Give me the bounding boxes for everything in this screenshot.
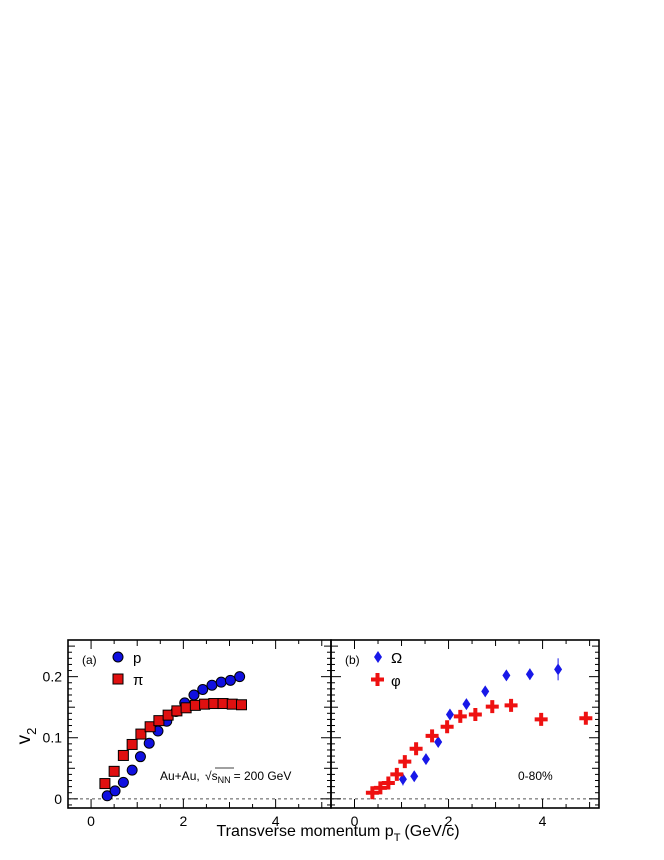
panel-a-series-proton-point [134,751,146,763]
panel-a-series-proton-point [188,689,200,701]
panel-a-series-proton-point [101,790,113,802]
panel-b-x-tick-label: 0 [351,813,359,829]
collision-system-label: Au+Au, √sNN = 200 GeV [160,769,291,785]
panel-b-series-omega-point [421,753,430,766]
legend-omega-marker [374,651,382,663]
panel-b-series-phi-point [504,698,518,712]
legend-pion-marker [112,673,124,685]
panel-b-series-omega-point [462,698,471,711]
panel-a-series-pion-point [99,778,111,790]
panel-b-label: (b) [345,653,360,667]
collision-energy: = 200 GeV [234,769,292,783]
panel-b-series-phi-point [425,729,439,743]
panel-b-series-phi-point [534,712,548,726]
panel-a-series-pion-point [235,699,247,711]
panel-a-series-proton-point [234,671,246,683]
panel-b-series-phi-point [453,709,467,723]
panel-a-proton-pion: (a) p π Au+Au, √sNN = 200 GeV 0 2 4 0 0.1 0.2 [43,639,332,829]
panel-a-series-pion-point [180,702,192,714]
y-axis-title-main: v [14,734,35,744]
panel-a-series-proton-point [126,764,138,776]
panel-a-series-proton-point [117,776,129,788]
y-axis-title-sub: 2 [24,728,39,735]
panel-b-series-omega-point [554,663,563,676]
panel-b-omega-phi: (b) Ω φ 0-80% 0 2 4 [330,639,600,829]
panel-a-label: (a) [82,653,97,667]
panel-a-series-proton-point [215,676,227,688]
panel-b-series-omega-point [502,669,511,682]
legend-phi-marker [371,673,384,686]
panel-a-series-pion-point [189,699,201,711]
panel-a-series-pion-point [208,698,220,710]
panel-b-x-tick-label: 4 [539,813,547,829]
panel-b-series-phi-point [365,786,379,800]
panel-b-series-phi-point [440,720,454,734]
panel-a-series-pion-point [126,738,138,750]
panel-b-series-phi-point [373,781,387,795]
panel-a-series-proton-point [224,674,236,686]
panel-a-series-pion-point [226,698,238,710]
panel-a-series-pion-point [135,728,147,740]
centrality-label: 0-80% [518,769,553,783]
panel-a-series-pion-point [217,698,229,710]
legend-pion-label: π [133,672,143,689]
panel-b-series-phi-point [381,776,395,790]
collision-system-name: Au+Au, [160,769,200,783]
legend-proton-label: p [133,650,141,667]
x-axis-title-sub: T [394,832,401,844]
panel-a-x-tick-label: 2 [179,813,187,829]
panel-b-series-phi-point [579,711,593,725]
panel-a-series-proton-point [197,683,209,695]
panel-a-y-tick-label: 0 [54,791,62,807]
panel-b-series-phi-point [390,767,404,781]
panel-a-series-proton-point [206,679,218,691]
x-axis-title-unit: (GeV/c) [404,823,459,840]
panel-a-x-tick-label: 0 [87,813,95,829]
legend-proton-marker [112,651,124,663]
panel-b-series-phi-point [409,742,423,756]
panel-a-y-tick-label: 0.2 [43,669,63,685]
panel-a-series-pion-point [171,705,183,717]
x-axis-title: Transverse momentum pT (GeV/c) [216,823,459,844]
panel-b-series-omega-point [434,736,443,749]
legend-phi-label: φ [391,673,401,690]
panel-b-series-phi-point [485,700,499,714]
panel-a-series-pion-point [144,721,156,733]
sqrt-s-symbol: s [212,769,218,783]
panel-b-series-omega-point [481,685,490,698]
panel-a-series-pion-point [108,765,120,777]
sqrt-s-subscript: NN [218,775,231,785]
panel-a-x-tick-label: 4 [272,813,280,829]
legend-omega-label: Ω [391,650,402,667]
panel-a-series-proton-point [109,785,121,797]
panel-b-series-phi-point [398,755,412,769]
panel-b-series-omega-point [445,708,454,721]
panel-a-series-pion-point [117,749,129,761]
panel-a-series-pion-point [153,715,165,727]
panel-b-x-tick-label: 2 [445,813,453,829]
panel-b-series-phi-point [468,708,482,722]
panel-b-series-omega-point [525,668,534,681]
panel-a-series-proton-point [143,737,155,749]
sqrt-symbol: √ [205,769,212,783]
panel-a-series-pion-point [199,698,211,710]
y-axis-title: v2 [14,728,39,745]
panel-a-y-tick-label: 0.1 [43,730,63,746]
panel-b-frame [330,639,600,809]
x-axis-title-main: Transverse momentum p [216,823,393,840]
panel-b-series-omega-point [410,770,419,783]
